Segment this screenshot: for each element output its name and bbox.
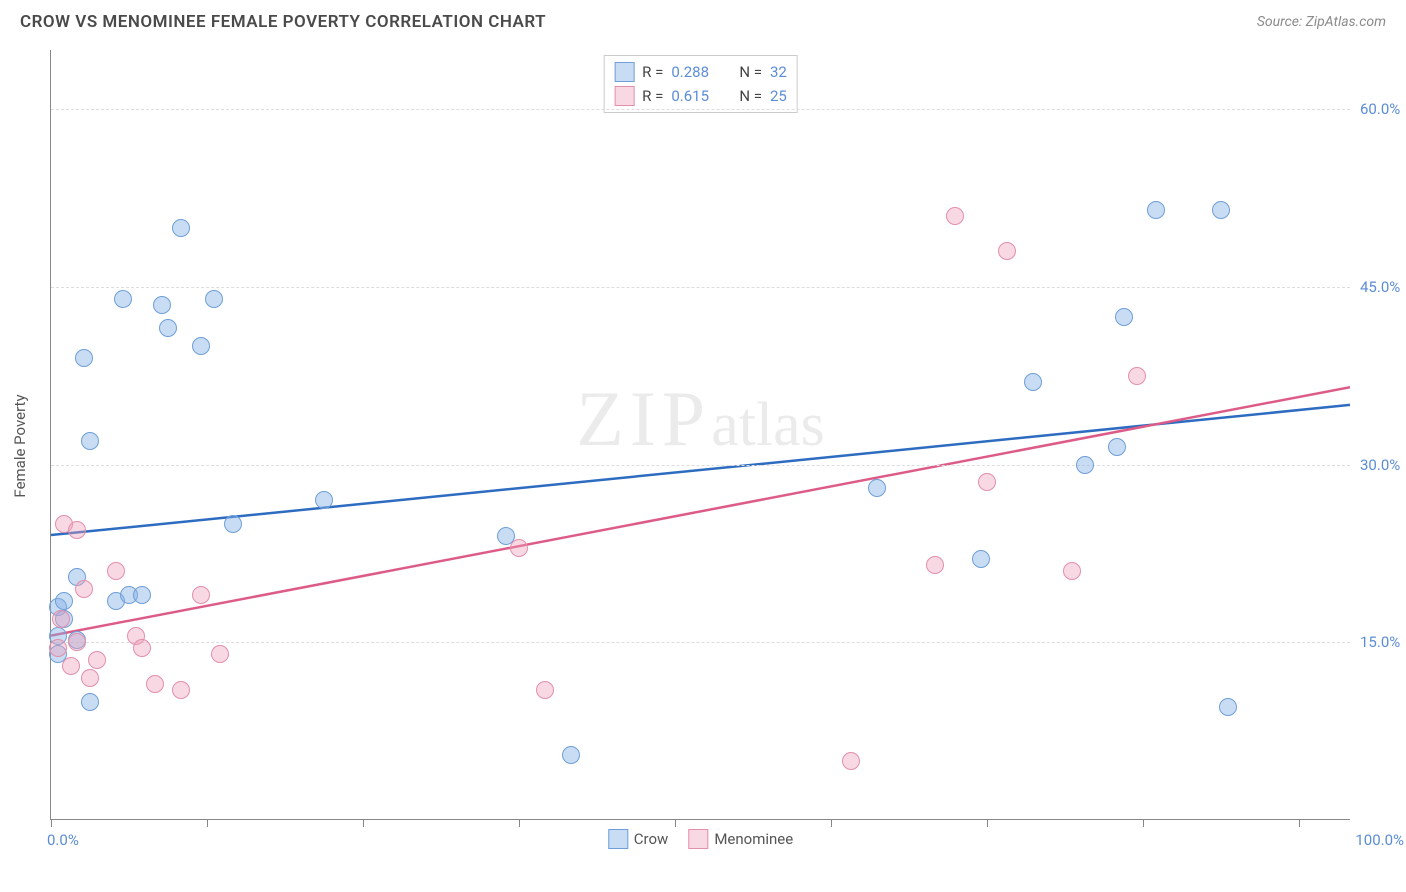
- data-point: [1147, 201, 1165, 219]
- x-tick: [1299, 819, 1300, 827]
- data-point: [978, 473, 996, 491]
- data-point: [68, 521, 86, 539]
- trend-line: [51, 405, 1350, 535]
- data-point: [998, 242, 1016, 260]
- data-point: [868, 479, 886, 497]
- data-point: [224, 515, 242, 533]
- data-point: [946, 207, 964, 225]
- x-tick: [363, 819, 364, 827]
- x-tick: [519, 819, 520, 827]
- x-tick: [207, 819, 208, 827]
- data-point: [510, 539, 528, 557]
- legend-item-crow: Crow: [608, 829, 669, 849]
- legend-label-crow: Crow: [634, 830, 669, 848]
- data-point: [172, 681, 190, 699]
- y-tick-label: 45.0%: [1360, 278, 1406, 296]
- data-point: [926, 556, 944, 574]
- y-tick-label: 30.0%: [1360, 456, 1406, 474]
- data-point: [1108, 438, 1126, 456]
- data-point: [159, 319, 177, 337]
- data-point: [55, 592, 73, 610]
- r-label: R =: [642, 87, 663, 105]
- data-point: [49, 639, 67, 657]
- data-point: [1212, 201, 1230, 219]
- plot-area: ZIPatlas R = 0.288 N = 32 R = 0.615 N = …: [50, 50, 1350, 820]
- trend-line: [51, 387, 1350, 635]
- data-point: [315, 491, 333, 509]
- legend-row-menominee: R = 0.615 N = 25: [614, 84, 787, 108]
- x-tick: [831, 819, 832, 827]
- data-point: [133, 639, 151, 657]
- legend-label-menominee: Menominee: [714, 830, 793, 848]
- trend-lines-svg: [51, 50, 1350, 819]
- data-point: [192, 337, 210, 355]
- data-point: [52, 610, 70, 628]
- data-point: [192, 586, 210, 604]
- crow-swatch-icon: [608, 829, 628, 849]
- y-axis-label: Female Poverty: [11, 394, 29, 497]
- n-label: N =: [739, 87, 762, 105]
- menominee-r-value: 0.615: [671, 87, 721, 105]
- data-point: [536, 681, 554, 699]
- gridline: [51, 642, 1350, 643]
- source-label: Source: ZipAtlas.com: [1257, 14, 1386, 30]
- gridline: [51, 287, 1350, 288]
- y-tick-label: 60.0%: [1360, 100, 1406, 118]
- menominee-n-value: 25: [770, 87, 787, 105]
- series-legend: Crow Menominee: [608, 829, 793, 849]
- data-point: [75, 349, 93, 367]
- n-label: N =: [739, 63, 762, 81]
- data-point: [81, 693, 99, 711]
- data-point: [133, 586, 151, 604]
- data-point: [75, 580, 93, 598]
- data-point: [107, 562, 125, 580]
- data-point: [81, 432, 99, 450]
- legend-row-crow: R = 0.288 N = 32: [614, 60, 787, 84]
- data-point: [88, 651, 106, 669]
- correlation-legend: R = 0.288 N = 32 R = 0.615 N = 25: [603, 55, 798, 113]
- data-point: [1128, 367, 1146, 385]
- data-point: [1063, 562, 1081, 580]
- x-tick: [675, 819, 676, 827]
- data-point: [1115, 308, 1133, 326]
- gridline: [51, 109, 1350, 110]
- x-tick-start: 0.0%: [47, 831, 79, 849]
- data-point: [972, 550, 990, 568]
- data-point: [1024, 373, 1042, 391]
- chart-container: CROW VS MENOMINEE FEMALE POVERTY CORRELA…: [0, 0, 1406, 892]
- data-point: [211, 645, 229, 663]
- watermark-part1: ZIP: [576, 375, 711, 462]
- y-tick-label: 15.0%: [1360, 633, 1406, 651]
- data-point: [562, 746, 580, 764]
- data-point: [1219, 698, 1237, 716]
- data-point: [68, 633, 86, 651]
- data-point: [205, 290, 223, 308]
- x-tick: [987, 819, 988, 827]
- x-tick: [1143, 819, 1144, 827]
- chart-title: CROW VS MENOMINEE FEMALE POVERTY CORRELA…: [20, 12, 546, 32]
- data-point: [146, 675, 164, 693]
- data-point: [1076, 456, 1094, 474]
- data-point: [114, 290, 132, 308]
- menominee-swatch-icon: [688, 829, 708, 849]
- crow-swatch-icon: [614, 62, 634, 82]
- header: CROW VS MENOMINEE FEMALE POVERTY CORRELA…: [0, 0, 1406, 40]
- crow-n-value: 32: [770, 63, 787, 81]
- data-point: [842, 752, 860, 770]
- watermark-part2: atlas: [711, 391, 825, 459]
- data-point: [62, 657, 80, 675]
- data-point: [153, 296, 171, 314]
- x-tick: [51, 819, 52, 827]
- data-point: [172, 219, 190, 237]
- gridline: [51, 465, 1350, 466]
- x-tick-end: 100.0%: [1355, 831, 1404, 849]
- menominee-swatch-icon: [614, 86, 634, 106]
- legend-item-menominee: Menominee: [688, 829, 793, 849]
- data-point: [81, 669, 99, 687]
- crow-r-value: 0.288: [671, 63, 721, 81]
- watermark: ZIPatlas: [576, 374, 825, 464]
- r-label: R =: [642, 63, 663, 81]
